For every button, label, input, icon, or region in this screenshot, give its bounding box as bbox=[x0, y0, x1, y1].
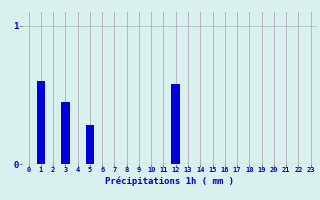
Bar bbox=[36, 81, 45, 164]
Bar bbox=[172, 84, 180, 164]
Bar bbox=[85, 125, 94, 164]
Bar bbox=[61, 102, 70, 164]
X-axis label: Précipitations 1h ( mm ): Précipitations 1h ( mm ) bbox=[105, 176, 234, 186]
